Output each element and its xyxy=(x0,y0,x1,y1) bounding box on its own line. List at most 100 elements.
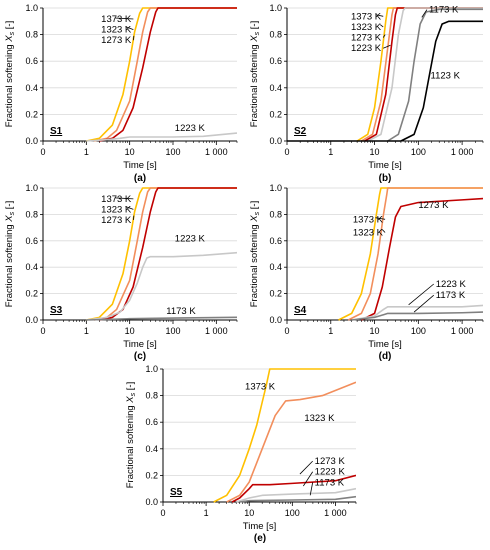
x-tick-label: 1 000 xyxy=(205,326,228,336)
series-line-1223-k xyxy=(86,251,237,321)
y-tick-label: 0.2 xyxy=(269,109,282,119)
x-tick-label: 10 xyxy=(125,147,135,157)
y-tick-label: 0.8 xyxy=(269,30,282,40)
series-line-1223-k xyxy=(236,487,356,503)
x-tick-label: 100 xyxy=(165,326,180,336)
x-axis-label: Time [s] xyxy=(368,160,401,171)
x-tick-label: 0 xyxy=(40,326,45,336)
label-leader-line xyxy=(299,460,313,475)
x-tick-label: 1 xyxy=(204,508,209,518)
y-tick-label: 0.4 xyxy=(269,83,282,93)
series-line-1373-k xyxy=(338,187,483,321)
label-leader-line xyxy=(383,44,391,49)
label-leader-line xyxy=(302,471,314,487)
y-tick-label: 0.8 xyxy=(25,209,38,219)
curve-label: 1223 K xyxy=(175,233,206,244)
x-tick-label: 0 xyxy=(40,147,45,157)
steel-label: S3 xyxy=(50,305,63,316)
x-axis-label: Time [s] xyxy=(368,339,401,350)
curve-label: 1173 K xyxy=(429,5,459,16)
series-line-1373-k xyxy=(356,7,483,142)
chart-panel-4: 0.0 0.2 0.4 0.6 0.8 1.0 0 1 10 100 1 000 Time [s] Fr… xyxy=(249,183,484,362)
y-tick-label: 0.6 xyxy=(269,236,282,246)
series-line-1273-k xyxy=(361,197,483,321)
steel-label: S2 xyxy=(294,126,307,137)
y-tick-label: 1.0 xyxy=(269,183,282,193)
series-line-1223-k xyxy=(367,7,483,142)
panel-caption: (d) xyxy=(379,351,392,362)
series-line-1173-k xyxy=(86,316,237,321)
y-tick-label: 1.0 xyxy=(145,364,158,374)
curve-label: 1273 K xyxy=(101,35,132,46)
y-tick-label: 0.0 xyxy=(269,136,282,146)
y-axis-label: Fractional softening Xs [-] xyxy=(249,201,261,307)
y-tick-label: 0.8 xyxy=(145,391,158,401)
y-tick-label: 0.2 xyxy=(25,109,38,119)
curve-label: 1323 K xyxy=(101,25,132,36)
y-tick-label: 0.4 xyxy=(145,444,158,454)
x-tick-label: 0 xyxy=(284,147,289,157)
y-tick-label: 1.0 xyxy=(25,3,38,13)
y-tick-label: 0.4 xyxy=(25,83,38,93)
label-leader-line xyxy=(382,34,386,38)
label-leader-line xyxy=(125,26,134,30)
label-leader-line xyxy=(413,294,435,313)
x-tick-label: 1 xyxy=(84,326,89,336)
y-axis-label: Fractional softening Xs [-] xyxy=(4,21,16,127)
chart-panel-5: 0.0 0.2 0.4 0.6 0.8 1.0 0 1 10 100 1 000 Time [s] Fr… xyxy=(125,364,357,544)
label-leader-line xyxy=(114,17,134,20)
label-leader-line xyxy=(309,482,314,496)
x-tick-label: 1 000 xyxy=(205,147,228,157)
curve-label: 1273 K xyxy=(351,33,382,44)
x-tick-label: 0 xyxy=(160,508,165,518)
x-tick-label: 100 xyxy=(165,147,180,157)
series-line-1273-k xyxy=(99,7,237,142)
series-line-1373-k xyxy=(213,368,356,503)
y-tick-label: 0.0 xyxy=(25,136,38,146)
x-tick-label: 1 000 xyxy=(451,147,474,157)
y-tick-label: 0.2 xyxy=(145,470,158,480)
y-axis-label: Fractional softening Xs [-] xyxy=(4,201,16,307)
label-leader-line xyxy=(380,24,384,28)
series-line-1123-k xyxy=(287,20,483,142)
x-tick-label: 0 xyxy=(284,326,289,336)
series-line-1273-k xyxy=(99,187,237,321)
curve-label: 1273 K xyxy=(418,200,449,211)
y-tick-label: 0.8 xyxy=(25,30,38,40)
y-tick-label: 0.0 xyxy=(145,497,158,507)
series-line-1323-k xyxy=(347,187,483,321)
label-leader-line xyxy=(408,283,435,306)
curve-label: 1273 K xyxy=(101,215,132,226)
x-tick-label: 100 xyxy=(285,508,300,518)
x-tick-label: 1 xyxy=(328,147,333,157)
y-tick-label: 1.0 xyxy=(269,3,282,13)
series-line-1323-k xyxy=(360,7,483,142)
curve-label: 1323 K xyxy=(353,228,384,239)
curve-label: 1323 K xyxy=(351,22,382,33)
x-tick-label: 1 000 xyxy=(324,508,347,518)
y-tick-label: 0.6 xyxy=(145,417,158,427)
y-tick-label: 1.0 xyxy=(25,183,38,193)
curve-label: 1373 K xyxy=(353,214,384,225)
panel-caption: (a) xyxy=(134,173,146,184)
x-tick-label: 1 xyxy=(84,147,89,157)
x-tick-label: 10 xyxy=(244,508,254,518)
series-line-1323-k xyxy=(93,7,237,142)
y-axis-label: Fractional softening Xs [-] xyxy=(125,382,137,488)
series-line-1223-k xyxy=(351,304,483,321)
curve-label: 1223 K xyxy=(436,279,467,290)
y-tick-label: 0.6 xyxy=(25,56,38,66)
series-line-1323-k xyxy=(93,187,237,321)
curve-label: 1223 K xyxy=(351,43,382,54)
curve-label: 1373 K xyxy=(101,194,132,205)
y-tick-label: 0.6 xyxy=(25,236,38,246)
chart-panel-1: 0.0 0.2 0.4 0.6 0.8 1.0 0 1 10 100 1 000 Time [s] Fr… xyxy=(4,3,238,184)
label-leader-line xyxy=(375,217,386,220)
label-leader-line xyxy=(381,229,386,233)
series-line-1273-k xyxy=(364,7,483,142)
label-leader-line xyxy=(125,206,134,210)
series-line-1373-k xyxy=(86,7,237,142)
panel-caption: (e) xyxy=(254,533,266,544)
curve-label: 1373 K xyxy=(101,14,132,25)
